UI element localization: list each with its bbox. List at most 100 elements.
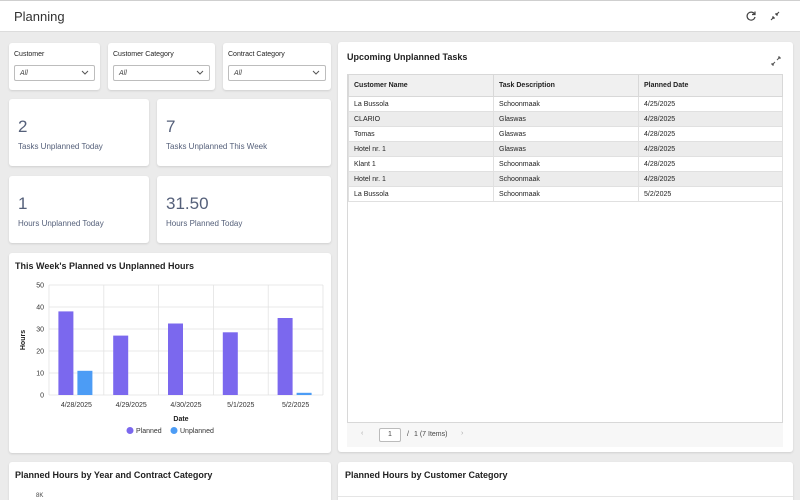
kpi-tasks-unplanned-week: 7 Tasks Unplanned This Week xyxy=(157,99,331,166)
kpi-label: Tasks Unplanned Today xyxy=(18,142,103,151)
refresh-icon[interactable] xyxy=(744,10,758,24)
kpi-value: 2 xyxy=(18,117,28,136)
customer-select[interactable]: All xyxy=(14,65,95,81)
x-tick-label: 4/29/2025 xyxy=(116,402,147,409)
planned-hours-year-card: Planned Hours by Year and Contract Categ… xyxy=(9,462,331,500)
customer-category-select[interactable]: All xyxy=(113,65,210,81)
kpi-label: Hours Unplanned Today xyxy=(18,219,104,228)
cell-task: Schoonmaak xyxy=(493,186,639,202)
kpi-tasks-unplanned-today: 2 Tasks Unplanned Today xyxy=(9,99,149,166)
expand-icon[interactable] xyxy=(771,53,781,71)
table-row[interactable]: Tomas Glaswas 4/28/2025 xyxy=(348,126,783,142)
kpi-hours-planned-today: 31.50 Hours Planned Today xyxy=(157,176,331,243)
next-page-icon[interactable]: › xyxy=(461,430,464,437)
cell-customer: Hotel nr. 1 xyxy=(348,171,494,187)
bar-unplanned xyxy=(77,370,93,395)
table-row[interactable]: La Bussola Schoonmaak 4/25/2025 xyxy=(348,96,783,112)
cell-task: Schoonmaak xyxy=(493,96,639,112)
kpi-value: 1 xyxy=(18,194,28,213)
cell-task: Schoonmaak xyxy=(493,171,639,187)
cell-task: Schoonmaak xyxy=(493,156,639,172)
grid-line xyxy=(338,496,793,497)
x-tick-label: 4/30/2025 xyxy=(170,402,201,409)
y-axis-label: Hours xyxy=(20,330,27,350)
cell-customer: La Bussola xyxy=(348,96,494,112)
cell-date: 4/28/2025 xyxy=(638,141,783,157)
legend-label: Planned xyxy=(136,428,162,435)
chevron-down-icon xyxy=(312,68,320,78)
unplanned-tasks-card: Upcoming Unplanned Tasks Customer Name T… xyxy=(338,42,793,452)
legend-marker xyxy=(170,427,178,434)
planned-hours-customer-category-card: Planned Hours by Customer Category xyxy=(338,462,793,500)
cell-task: Glaswas xyxy=(493,126,639,142)
cell-task: Glaswas xyxy=(493,141,639,157)
cell-date: 4/28/2025 xyxy=(638,126,783,142)
filter-label: Customer Category xyxy=(113,51,174,58)
filter-contract-category: Contract Category All xyxy=(223,43,331,90)
y-tick-label: 30 xyxy=(36,327,44,334)
top-bar: Planning xyxy=(0,0,800,32)
kpi-hours-unplanned-today: 1 Hours Unplanned Today xyxy=(9,176,149,243)
cell-date: 4/25/2025 xyxy=(638,96,783,112)
select-value: All xyxy=(119,70,127,77)
cell-customer: Tomas xyxy=(348,126,494,142)
table-row[interactable]: Hotel nr. 1 Schoonmaak 4/28/2025 xyxy=(348,171,783,187)
cell-customer: CLARIO xyxy=(348,111,494,127)
cell-customer: La Bussola xyxy=(348,186,494,202)
cell-date: 4/28/2025 xyxy=(638,171,783,187)
column-header-customer[interactable]: Customer Name xyxy=(348,74,494,97)
page-total: 1 (7 Items) xyxy=(414,431,448,438)
tasks-table: Customer Name Task Description Planned D… xyxy=(348,74,783,202)
kpi-label: Hours Planned Today xyxy=(166,219,243,228)
chevron-down-icon xyxy=(81,68,89,78)
bar-planned xyxy=(222,332,238,395)
collapse-icon[interactable] xyxy=(768,10,782,24)
chart-title: This Week's Planned vs Unplanned Hours xyxy=(15,261,195,271)
table-row[interactable]: CLARIO Glaswas 4/28/2025 xyxy=(348,111,783,127)
x-tick-label: 5/1/2025 xyxy=(227,402,254,409)
cell-customer: Klant 1 xyxy=(348,156,494,172)
x-tick-label: 5/2/2025 xyxy=(282,402,309,409)
kpi-label: Tasks Unplanned This Week xyxy=(166,142,268,151)
table-header-row: Customer Name Task Description Planned D… xyxy=(348,74,783,97)
card-title: Planned Hours by Year and Contract Categ… xyxy=(15,470,213,480)
bar-planned xyxy=(168,323,183,395)
filter-customer-category: Customer Category All xyxy=(108,43,215,90)
y-tick-label: 0 xyxy=(40,393,44,400)
pagination: ‹ 1 / 1 (7 Items) › xyxy=(347,422,783,447)
filter-label: Contract Category xyxy=(228,51,285,58)
kpi-value: 7 xyxy=(166,117,176,136)
column-header-task[interactable]: Task Description xyxy=(493,74,639,97)
filter-label: Customer xyxy=(14,51,45,58)
table-row[interactable]: Klant 1 Schoonmaak 4/28/2025 xyxy=(348,156,783,172)
column-header-date[interactable]: Planned Date xyxy=(638,74,783,97)
filter-customer: Customer All xyxy=(9,43,100,90)
x-tick-label: 4/28/2025 xyxy=(61,402,92,409)
card-title: Planned Hours by Customer Category xyxy=(345,470,508,480)
legend-label: Unplanned xyxy=(180,428,214,435)
cell-customer: Hotel nr. 1 xyxy=(348,141,494,157)
contract-category-select[interactable]: All xyxy=(228,65,326,81)
weekly-hours-chart-card: This Week's Planned vs Unplanned Hours 0… xyxy=(9,253,331,453)
y-tick-label: 20 xyxy=(36,349,44,356)
bar-unplanned xyxy=(296,392,312,395)
prev-page-icon[interactable]: ‹ xyxy=(361,430,364,437)
cell-date: 4/28/2025 xyxy=(638,156,783,172)
y-tick-label: 10 xyxy=(36,371,44,378)
x-axis-label: Date xyxy=(173,416,188,423)
table-row[interactable]: La Bussola Schoonmaak 5/2/2025 xyxy=(348,186,783,202)
tasks-title: Upcoming Unplanned Tasks xyxy=(347,52,468,62)
bar-planned xyxy=(277,318,293,395)
table-row[interactable]: Hotel nr. 1 Glaswas 4/28/2025 xyxy=(348,141,783,157)
cell-task: Glaswas xyxy=(493,111,639,127)
page-title: Planning xyxy=(14,9,65,24)
kpi-value: 31.50 xyxy=(166,194,209,213)
bar-planned xyxy=(113,335,129,395)
chevron-down-icon xyxy=(196,68,204,78)
legend-marker xyxy=(126,427,134,434)
page-separator: / xyxy=(407,431,409,438)
y-tick-label: 40 xyxy=(36,305,44,312)
page-input[interactable]: 1 xyxy=(379,428,401,442)
bar-planned xyxy=(58,311,74,395)
select-value: All xyxy=(234,70,242,77)
